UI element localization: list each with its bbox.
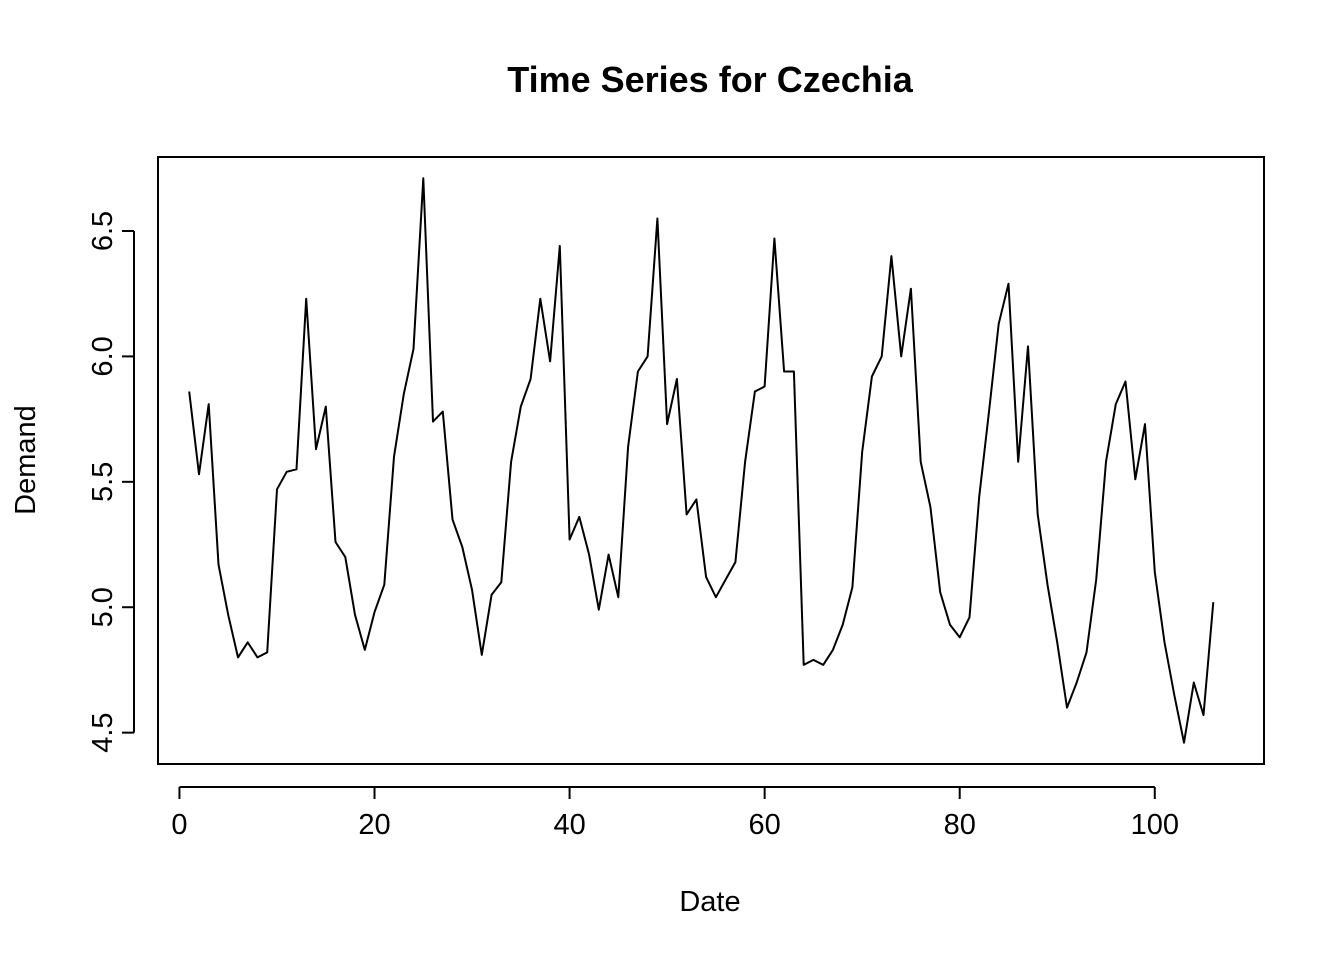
- x-axis-label: Date: [679, 886, 740, 918]
- y-axis-label: Demand: [10, 405, 42, 515]
- y-tick-label: 6.0: [87, 336, 119, 376]
- plot-frame: [157, 156, 1265, 765]
- x-tick-label: 20: [358, 809, 390, 841]
- x-tick-label: 0: [171, 809, 187, 841]
- y-tick-label: 5.0: [87, 587, 119, 627]
- y-axis: 4.5 5.0 5.5 6.0 6.5: [87, 211, 135, 753]
- demand-series-line: [188, 177, 1215, 744]
- x-axis: 0 20 40 60 80 100: [171, 786, 1179, 841]
- chart-title: Time Series for Czechia: [507, 59, 913, 100]
- x-tick-label: 60: [749, 809, 781, 841]
- x-tick-label: 40: [553, 809, 585, 841]
- y-tick-label: 5.5: [87, 462, 119, 502]
- y-tick-label: 6.5: [87, 211, 119, 251]
- x-tick-label: 80: [944, 809, 976, 841]
- y-tick-label: 4.5: [87, 712, 119, 752]
- x-tick-label: 100: [1131, 809, 1179, 841]
